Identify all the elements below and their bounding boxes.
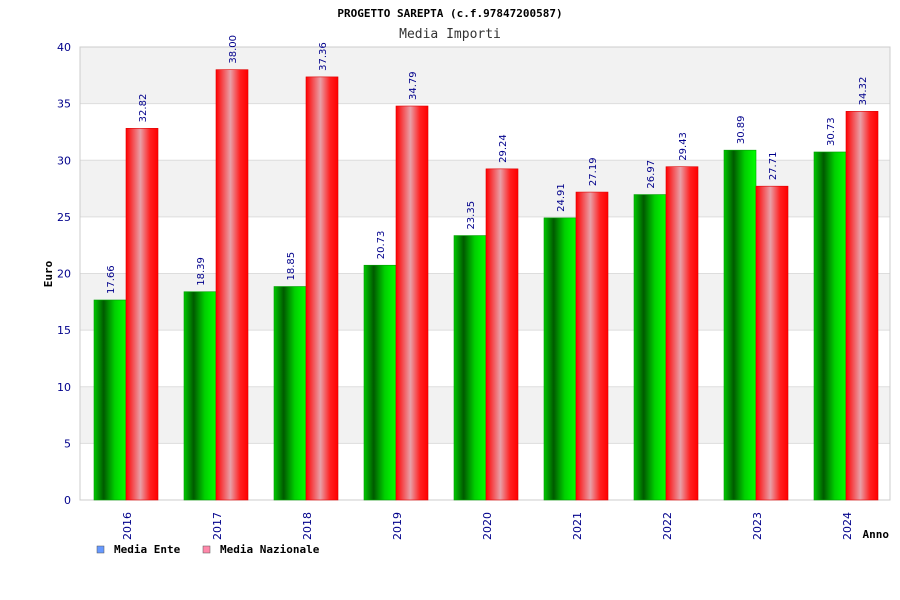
grid-band [80,47,890,104]
data-label: 27.71 [768,152,779,181]
x-axis-ticks: 2016 2017 2018 2019 2020 2021 2022 2023 2024 [121,512,854,540]
bar-media-nazionale [215,69,249,501]
bar-media-nazionale [575,191,609,501]
bar-media-ente [273,286,307,501]
data-label: 34.32 [858,77,869,106]
data-label: 38.00 [228,35,239,64]
legend-label: Media Nazionale [220,543,320,556]
x-tick-label: 2018 [301,512,314,540]
y-tick-label: 25 [57,211,71,224]
y-axis-label: Euro [42,260,55,287]
data-label: 30.89 [736,116,747,145]
y-axis-ticks: 0 5 10 15 20 25 30 35 40 [57,41,71,507]
bar-media-nazionale [305,76,339,501]
data-label: 34.79 [408,71,419,100]
data-label: 17.66 [106,265,117,294]
x-tick-label: 2020 [481,512,494,540]
y-tick-label: 10 [57,381,71,394]
x-tick-label: 2019 [391,512,404,540]
data-label: 24.91 [556,183,567,212]
data-label: 30.73 [826,117,837,146]
bar-media-nazionale [665,166,699,501]
bar-media-ente [183,291,217,501]
bar-media-ente [813,151,847,501]
y-tick-label: 0 [64,494,71,507]
data-label: 27.19 [588,157,599,186]
bar-media-nazionale [755,185,789,501]
legend-swatch [96,545,105,554]
data-label: 29.43 [678,132,689,161]
x-tick-label: 2017 [211,512,224,540]
legend-label: Media Ente [114,543,181,556]
y-tick-label: 40 [57,41,71,54]
data-label: 20.73 [376,231,387,260]
y-tick-label: 30 [57,154,71,167]
bar-media-ente [633,194,667,501]
y-tick-label: 15 [57,324,71,337]
data-label: 29.24 [498,134,509,163]
y-tick-label: 5 [64,437,71,450]
data-label: 37.36 [318,42,329,71]
legend: Media Ente Media Nazionale [96,543,320,556]
bar-media-ente [363,264,397,501]
chart-title: PROGETTO SAREPTA (c.f.97847200587) [337,7,562,20]
bar-media-ente [453,235,487,501]
bar-media-ente [723,149,757,501]
y-tick-label: 35 [57,98,71,111]
bar-media-nazionale [395,105,429,501]
bar-media-nazionale [125,128,159,501]
bars: 17.66 32.82 18.39 38.00 18.85 37.36 20.73 34.79… [93,35,879,501]
data-label: 32.82 [138,94,149,123]
x-axis-label: Anno [863,528,890,541]
data-label: 18.85 [286,252,297,281]
data-label: 23.35 [466,201,477,230]
x-tick-label: 2022 [661,512,674,540]
chart-subtitle: Media Importi [399,27,501,42]
y-tick-label: 20 [57,268,71,281]
x-tick-label: 2016 [121,512,134,540]
x-tick-label: 2021 [571,512,584,540]
data-label: 26.97 [646,160,657,189]
bar-media-nazionale [485,168,519,501]
x-tick-label: 2023 [751,512,764,540]
legend-swatch [202,545,211,554]
bar-media-ente [543,217,577,501]
x-tick-label: 2024 [841,512,854,540]
bar-media-nazionale [845,111,879,501]
bar-media-ente [93,299,127,501]
data-label: 18.39 [196,257,207,286]
